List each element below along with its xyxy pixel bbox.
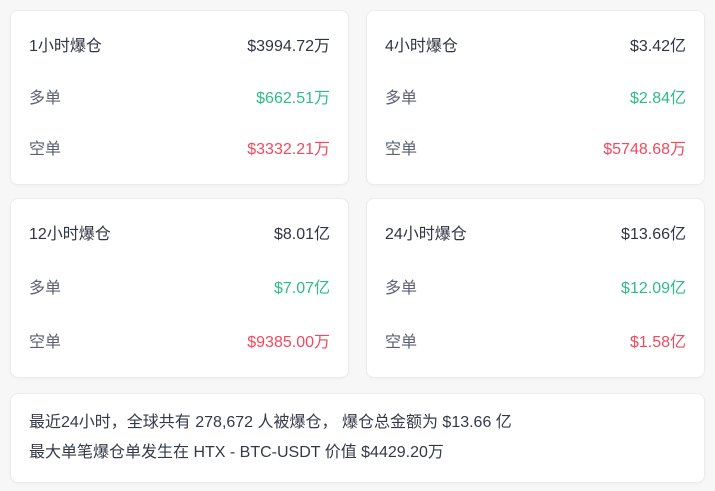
long-label: 多单 bbox=[29, 89, 62, 107]
short-label: 空单 bbox=[29, 141, 62, 158]
total-liquidation-value: $13.66亿 bbox=[621, 226, 686, 243]
short-label: 空单 bbox=[385, 334, 418, 351]
summary-line-2: 最大单笔爆仓单发生在 HTX - BTC-USDT 价值 $4429.20万 bbox=[29, 444, 444, 461]
card-title-row: 24小时爆仓 $13.66亿 bbox=[385, 227, 686, 243]
card-title-row: 4小时爆仓 $3.42亿 bbox=[385, 39, 686, 55]
liquidation-dashboard: 1小时爆仓 $3994.72万 多单 $662.51万 空单 $3332.21万… bbox=[10, 10, 705, 483]
card-title: 24小时爆仓 bbox=[385, 226, 467, 243]
total-liquidation-value: $3994.72万 bbox=[247, 38, 330, 55]
short-liquidation-value: $3332.21万 bbox=[247, 141, 330, 158]
liquidation-card-24h: 24小时爆仓 $13.66亿 多单 $12.09亿 空单 $1.58亿 bbox=[366, 198, 705, 378]
long-label: 多单 bbox=[29, 280, 62, 297]
liquidation-card-1h: 1小时爆仓 $3994.72万 多单 $662.51万 空单 $3332.21万 bbox=[10, 10, 349, 185]
long-liquidation-value: $662.51万 bbox=[256, 89, 330, 107]
card-title-row: 1小时爆仓 $3994.72万 bbox=[29, 39, 330, 55]
short-row: 空单 $9385.00万 bbox=[29, 335, 330, 351]
short-liquidation-value: $9385.00万 bbox=[247, 334, 330, 351]
short-row: 空单 $3332.21万 bbox=[29, 142, 330, 158]
liquidation-card-12h: 12小时爆仓 $8.01亿 多单 $7.07亿 空单 $9385.00万 bbox=[10, 198, 349, 378]
summary-card: 最近24小时，全球共有 278,672 人被爆仓， 爆仓总金额为 $13.66 … bbox=[10, 393, 705, 483]
long-row: 多单 $12.09亿 bbox=[385, 281, 686, 297]
long-label: 多单 bbox=[385, 89, 418, 107]
card-title-row: 12小时爆仓 $8.01亿 bbox=[29, 227, 330, 243]
short-row: 空单 $5748.68万 bbox=[385, 142, 686, 158]
summary-line-1: 最近24小时，全球共有 278,672 人被爆仓， 爆仓总金额为 $13.66 … bbox=[29, 414, 512, 431]
long-liquidation-value: $7.07亿 bbox=[273, 280, 330, 297]
short-row: 空单 $1.58亿 bbox=[385, 335, 686, 351]
card-title: 12小时爆仓 bbox=[29, 226, 111, 243]
liquidation-card-4h: 4小时爆仓 $3.42亿 多单 $2.84亿 空单 $5748.68万 bbox=[366, 10, 705, 185]
long-liquidation-value: $12.09亿 bbox=[621, 280, 686, 297]
long-row: 多单 $662.51万 bbox=[29, 89, 330, 107]
short-liquidation-value: $1.58亿 bbox=[629, 334, 686, 351]
long-row: 多单 $2.84亿 bbox=[385, 89, 686, 107]
card-title: 1小时爆仓 bbox=[29, 38, 102, 55]
long-liquidation-value: $2.84亿 bbox=[629, 89, 686, 107]
total-liquidation-value: $3.42亿 bbox=[629, 38, 686, 55]
long-row: 多单 $7.07亿 bbox=[29, 281, 330, 297]
stat-card-grid: 1小时爆仓 $3994.72万 多单 $662.51万 空单 $3332.21万… bbox=[10, 10, 705, 378]
short-label: 空单 bbox=[385, 141, 418, 158]
total-liquidation-value: $8.01亿 bbox=[273, 226, 330, 243]
short-liquidation-value: $5748.68万 bbox=[603, 141, 686, 158]
card-title: 4小时爆仓 bbox=[385, 38, 458, 55]
long-label: 多单 bbox=[385, 280, 418, 297]
short-label: 空单 bbox=[29, 334, 62, 351]
